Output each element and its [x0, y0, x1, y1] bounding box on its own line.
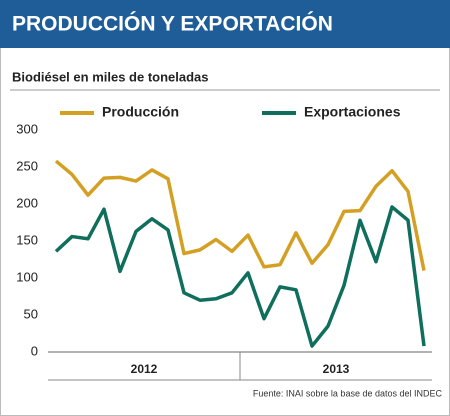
legend-label: Exportaciones [304, 104, 401, 120]
chart-title: PRODUCCIÓN Y EXPORTACIÓN [12, 12, 333, 36]
y-tick-label: 300 [16, 121, 38, 136]
series-line [54, 159, 426, 271]
y-tick-label: 250 [16, 158, 38, 173]
y-tick-label: 100 [16, 269, 38, 284]
chart-subtitle: Biodiésel en miles de toneladas [12, 69, 209, 84]
series-line [54, 205, 426, 348]
title-banner [0, 0, 450, 48]
y-tick-label: 200 [16, 195, 38, 210]
source: Fuente: INAI sobre la base de datos del … [253, 388, 443, 398]
y-tick-label: 0 [31, 343, 38, 358]
y-tick-label: 50 [24, 306, 38, 321]
legend-label: Producción [102, 104, 179, 120]
year-label: 2012 [131, 362, 158, 376]
year-label: 2013 [323, 362, 350, 376]
y-tick-label: 150 [16, 232, 38, 247]
